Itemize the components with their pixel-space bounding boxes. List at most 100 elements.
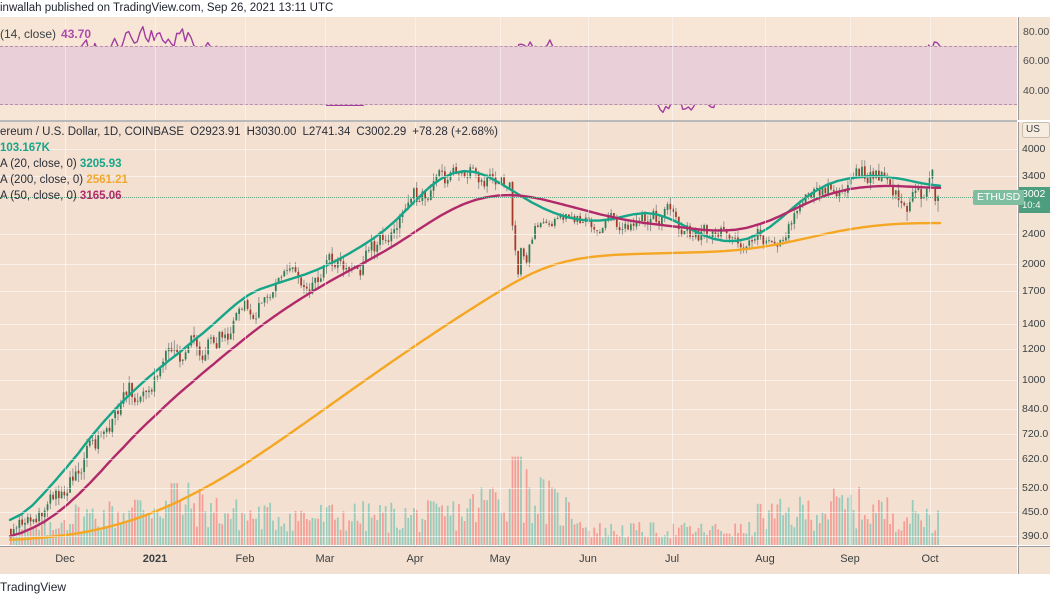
- rsi-vertical-gridline: [588, 17, 589, 120]
- horizontal-gridline: [0, 323, 1017, 325]
- price-axis-tick: 720.0: [1022, 428, 1049, 441]
- ma50-value: 3165.06: [79, 190, 122, 202]
- ma200-value: 2561.21: [86, 174, 128, 186]
- rsi-band: [0, 46, 1017, 106]
- horizontal-gridline: [0, 459, 1017, 461]
- rsi-axis-tick: 60.00: [1023, 55, 1050, 68]
- vertical-gridline: [65, 122, 66, 545]
- time-axis-tick: Apr: [406, 553, 424, 565]
- price-axis-tick: 2400: [1022, 227, 1046, 240]
- ohlc-close: C3002.29: [356, 126, 407, 138]
- symbol-price-tag[interactable]: ETHUSD: [973, 189, 1025, 205]
- price-axis-tick: 520.0: [1022, 482, 1049, 495]
- volume-bars: [10, 456, 939, 545]
- horizontal-gridline: [0, 408, 1017, 410]
- current-price-time: 10:4: [1022, 199, 1041, 211]
- rsi-vertical-gridline: [155, 17, 156, 120]
- rsi-axis-tick: 80.00: [1023, 25, 1050, 38]
- price-pane[interactable]: [0, 122, 1017, 545]
- rsi-vertical-gridline: [415, 17, 416, 120]
- vertical-gridline: [500, 122, 501, 545]
- rsi-vertical-gridline: [245, 17, 246, 120]
- horizontal-gridline: [0, 512, 1017, 514]
- ohlc-low: L2741.34: [302, 126, 351, 138]
- candlesticks: [10, 159, 939, 539]
- rsi-axis-tick: 40.00: [1023, 84, 1050, 97]
- ma50-label: A (50, close, 0): [0, 190, 77, 202]
- ohlc-change: +78.28 (+2.68%): [412, 126, 498, 138]
- time-axis-tick: Sep: [840, 553, 860, 565]
- currency-tag[interactable]: US: [1022, 122, 1050, 138]
- horizontal-gridline: [0, 349, 1017, 351]
- time-axis-tick: Dec: [55, 553, 75, 565]
- time-axis-tick: Aug: [755, 553, 775, 565]
- vertical-gridline: [850, 122, 851, 545]
- price-axis-tick: 450.0: [1022, 506, 1049, 519]
- vertical-gridline: [765, 122, 766, 545]
- ma20-label: A (20, close, 0): [0, 158, 77, 170]
- legend-row-ma20: A (20, close, 0) 3205.93: [0, 156, 498, 172]
- horizontal-gridline: [0, 536, 1017, 538]
- horizontal-gridline: [0, 488, 1017, 490]
- horizontal-gridline: [0, 379, 1017, 381]
- price-axis-tick: 2000: [1022, 258, 1046, 271]
- horizontal-gridline: [0, 175, 1017, 177]
- horizontal-gridline: [0, 148, 1017, 150]
- pane-separator: [0, 120, 1017, 122]
- vertical-gridline: [588, 122, 589, 545]
- ohlc-open: O2923.91: [190, 126, 241, 138]
- current-price-line: [0, 196, 1017, 198]
- time-axis-tick: May: [489, 553, 511, 565]
- price-axis[interactable]: 4000 3400 2400 2000 1700 1400 1200 1000 840.0 720…: [1018, 122, 1050, 545]
- ma-line-ma-50: [8, 184, 942, 538]
- ohlc-high: H3030.00: [246, 126, 297, 138]
- legend-row-ma50: A (50, close, 0) 3165.06: [0, 188, 498, 204]
- time-axis-tick: Jun: [579, 553, 597, 565]
- price-axis-tick: 840.0: [1022, 402, 1049, 415]
- current-price-value: 3002: [1022, 187, 1046, 200]
- price-axis-tick: 4000: [1022, 142, 1046, 155]
- time-axis-corner: [1018, 546, 1050, 574]
- vertical-gridline: [155, 122, 156, 545]
- rsi-label: (14, close): [0, 27, 57, 41]
- time-axis[interactable]: Dec 2021 Feb Mar Apr May Jun Jul Aug Sep Oct: [0, 546, 1017, 574]
- horizontal-gridline: [0, 233, 1017, 235]
- rsi-vertical-gridline: [672, 17, 673, 120]
- rsi-vertical-gridline: [765, 17, 766, 120]
- price-axis-tick: 3400: [1022, 169, 1046, 182]
- vertical-gridline: [415, 122, 416, 545]
- rsi-price-axis[interactable]: 80.00 60.00 40.00: [1018, 17, 1050, 120]
- publication-header: inwallah published on TradingView.com, S…: [0, 0, 1050, 16]
- ma200-label: A (200, close, 0): [0, 174, 84, 186]
- volume-value: 103.167K: [0, 142, 50, 154]
- horizontal-gridline: [0, 291, 1017, 293]
- time-axis-tick: Oct: [921, 553, 939, 565]
- ma20-value: 3205.93: [79, 158, 122, 170]
- rsi-vertical-gridline: [325, 17, 326, 120]
- price-axis-tick: 1200: [1022, 343, 1046, 356]
- candlestick-chart: [8, 159, 942, 545]
- price-axis-tick: 620.0: [1022, 453, 1049, 466]
- ma-line-ma-200: [8, 221, 942, 541]
- price-axis-tick: 390.0: [1022, 530, 1049, 543]
- rsi-value: 43.70: [61, 27, 92, 41]
- horizontal-gridline: [0, 434, 1017, 436]
- legend-row-ma200: A (200, close, 0) 2561.21: [0, 172, 498, 188]
- horizontal-gridline: [0, 264, 1017, 266]
- chart-legend: ereum / U.S. Dollar, 1D, COINBASE O2923.9…: [0, 124, 498, 204]
- legend-row-volume: 103.167K: [0, 140, 498, 156]
- legend-row-symbol: ereum / U.S. Dollar, 1D, COINBASE O2923.9…: [0, 124, 498, 140]
- rsi-vertical-gridline: [65, 17, 66, 120]
- current-price-badge[interactable]: 3002 10:4: [1019, 186, 1050, 213]
- vertical-gridline: [245, 122, 246, 545]
- symbol-title: ereum / U.S. Dollar, 1D, COINBASE: [0, 126, 185, 138]
- time-axis-tick: 2021: [142, 553, 168, 565]
- rsi-pane[interactable]: (14, close) 43.70: [0, 17, 1017, 120]
- rsi-vertical-gridline: [930, 17, 931, 120]
- price-axis-tick: 1000: [1022, 373, 1046, 386]
- tradingview-watermark: TradingView: [0, 575, 1050, 600]
- rsi-vertical-gridline: [500, 17, 501, 120]
- rsi-vertical-gridline: [850, 17, 851, 120]
- time-axis-tick: Feb: [235, 553, 255, 565]
- vertical-gridline: [672, 122, 673, 545]
